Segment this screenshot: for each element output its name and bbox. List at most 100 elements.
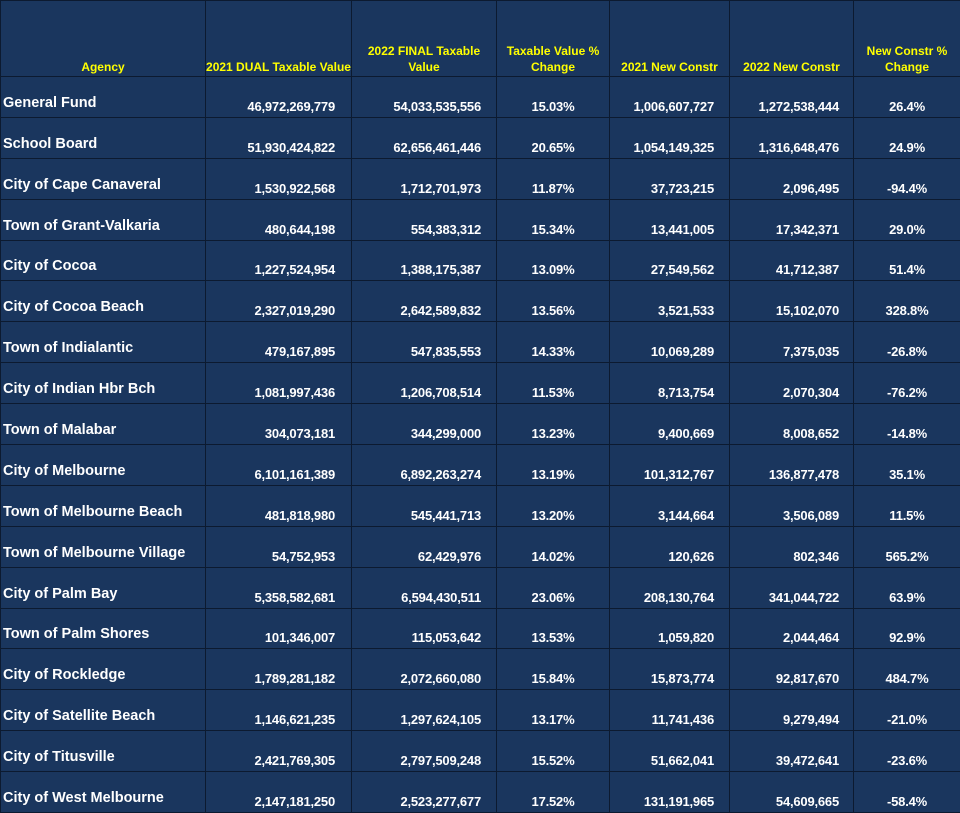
agency-cell: Town of Melbourne Village bbox=[1, 526, 206, 567]
new-constr-2021-cell: 11,741,436 bbox=[610, 690, 730, 731]
new-constr-pct-change-cell: 26.4% bbox=[854, 77, 960, 118]
new-constr-2021-cell: 9,400,669 bbox=[610, 404, 730, 445]
taxable-pct-change-cell: 15.52% bbox=[497, 731, 610, 772]
dual-taxable-value-cell: 5,358,582,681 bbox=[206, 567, 352, 608]
new-constr-2021-cell: 51,662,041 bbox=[610, 731, 730, 772]
new-constr-2022-cell: 802,346 bbox=[730, 526, 854, 567]
final-taxable-value-cell: 6,892,263,274 bbox=[352, 445, 497, 486]
agency-cell: City of Cape Canaveral bbox=[1, 158, 206, 199]
header-agency: Agency bbox=[1, 1, 206, 77]
dual-taxable-value-cell: 304,073,181 bbox=[206, 404, 352, 445]
agency-cell: City of West Melbourne bbox=[1, 772, 206, 813]
taxable-pct-change-cell: 13.17% bbox=[497, 690, 610, 731]
agency-cell: City of Rockledge bbox=[1, 649, 206, 690]
final-taxable-value-cell: 54,033,535,556 bbox=[352, 77, 497, 118]
new-constr-2021-cell: 27,549,562 bbox=[610, 240, 730, 281]
dual-taxable-value-cell: 101,346,007 bbox=[206, 608, 352, 649]
final-taxable-value-cell: 1,388,175,387 bbox=[352, 240, 497, 281]
new-constr-2021-cell: 131,191,965 bbox=[610, 772, 730, 813]
taxable-pct-change-cell: 13.53% bbox=[497, 608, 610, 649]
new-constr-2022-cell: 1,316,648,476 bbox=[730, 117, 854, 158]
new-constr-2022-cell: 341,044,722 bbox=[730, 567, 854, 608]
final-taxable-value-cell: 115,053,642 bbox=[352, 608, 497, 649]
new-constr-pct-change-cell: -23.6% bbox=[854, 731, 960, 772]
new-constr-pct-change-cell: 11.5% bbox=[854, 485, 960, 526]
new-constr-pct-change-cell: -76.2% bbox=[854, 363, 960, 404]
new-constr-2022-cell: 41,712,387 bbox=[730, 240, 854, 281]
taxable-pct-change-cell: 13.19% bbox=[497, 445, 610, 486]
header-row: Agency 2021 DUAL Taxable Value 2022 FINA… bbox=[1, 1, 960, 77]
dual-taxable-value-cell: 481,818,980 bbox=[206, 485, 352, 526]
agency-cell: Town of Malabar bbox=[1, 404, 206, 445]
new-constr-2021-cell: 101,312,767 bbox=[610, 445, 730, 486]
taxable-pct-change-cell: 13.56% bbox=[497, 281, 610, 322]
new-constr-pct-change-cell: -26.8% bbox=[854, 322, 960, 363]
final-taxable-value-cell: 2,797,509,248 bbox=[352, 731, 497, 772]
agency-cell: General Fund bbox=[1, 77, 206, 118]
agency-cell: City of Satellite Beach bbox=[1, 690, 206, 731]
taxable-pct-change-cell: 13.23% bbox=[497, 404, 610, 445]
agency-cell: School Board bbox=[1, 117, 206, 158]
new-constr-pct-change-cell: 24.9% bbox=[854, 117, 960, 158]
new-constr-pct-change-cell: 565.2% bbox=[854, 526, 960, 567]
new-constr-2021-cell: 3,521,533 bbox=[610, 281, 730, 322]
new-constr-2022-cell: 9,279,494 bbox=[730, 690, 854, 731]
final-taxable-value-cell: 2,072,660,080 bbox=[352, 649, 497, 690]
new-constr-2021-cell: 10,069,289 bbox=[610, 322, 730, 363]
taxable-pct-change-cell: 13.20% bbox=[497, 485, 610, 526]
dual-taxable-value-cell: 6,101,161,389 bbox=[206, 445, 352, 486]
new-constr-2021-cell: 37,723,215 bbox=[610, 158, 730, 199]
new-constr-2021-cell: 1,059,820 bbox=[610, 608, 730, 649]
taxable-pct-change-cell: 15.84% bbox=[497, 649, 610, 690]
new-constr-pct-change-cell: 51.4% bbox=[854, 240, 960, 281]
header-2021-dual-taxable-value: 2021 DUAL Taxable Value bbox=[206, 1, 352, 77]
new-constr-pct-change-cell: -14.8% bbox=[854, 404, 960, 445]
taxable-pct-change-cell: 11.87% bbox=[497, 158, 610, 199]
final-taxable-value-cell: 62,429,976 bbox=[352, 526, 497, 567]
final-taxable-value-cell: 6,594,430,511 bbox=[352, 567, 497, 608]
taxable-pct-change-cell: 15.03% bbox=[497, 77, 610, 118]
new-constr-pct-change-cell: 92.9% bbox=[854, 608, 960, 649]
dual-taxable-value-cell: 2,327,019,290 bbox=[206, 281, 352, 322]
final-taxable-value-cell: 2,523,277,677 bbox=[352, 772, 497, 813]
taxable-pct-change-cell: 20.65% bbox=[497, 117, 610, 158]
new-constr-pct-change-cell: 63.9% bbox=[854, 567, 960, 608]
agency-cell: Town of Palm Shores bbox=[1, 608, 206, 649]
new-constr-pct-change-cell: 484.7% bbox=[854, 649, 960, 690]
new-constr-2021-cell: 3,144,664 bbox=[610, 485, 730, 526]
agency-cell: City of Cocoa bbox=[1, 240, 206, 281]
taxable-pct-change-cell: 13.09% bbox=[497, 240, 610, 281]
agency-cell: City of Melbourne bbox=[1, 445, 206, 486]
dual-taxable-value-cell: 2,147,181,250 bbox=[206, 772, 352, 813]
header-taxable-value-pct-change: Taxable Value % Change bbox=[497, 1, 610, 77]
dual-taxable-value-cell: 480,644,198 bbox=[206, 199, 352, 240]
new-constr-pct-change-cell: -21.0% bbox=[854, 690, 960, 731]
new-constr-pct-change-cell: -94.4% bbox=[854, 158, 960, 199]
new-constr-2022-cell: 2,096,495 bbox=[730, 158, 854, 199]
agency-cell: City of Titusville bbox=[1, 731, 206, 772]
taxable-pct-change-cell: 14.33% bbox=[497, 322, 610, 363]
new-constr-2022-cell: 3,506,089 bbox=[730, 485, 854, 526]
dual-taxable-value-cell: 46,972,269,779 bbox=[206, 77, 352, 118]
header-new-constr-pct-change: New Constr % Change bbox=[854, 1, 960, 77]
agency-cell: City of Palm Bay bbox=[1, 567, 206, 608]
new-constr-pct-change-cell: 328.8% bbox=[854, 281, 960, 322]
new-constr-2022-cell: 136,877,478 bbox=[730, 445, 854, 486]
new-constr-2022-cell: 92,817,670 bbox=[730, 649, 854, 690]
new-constr-2022-cell: 39,472,641 bbox=[730, 731, 854, 772]
final-taxable-value-cell: 1,297,624,105 bbox=[352, 690, 497, 731]
dual-taxable-value-cell: 1,227,524,954 bbox=[206, 240, 352, 281]
new-constr-2021-cell: 1,006,607,727 bbox=[610, 77, 730, 118]
new-constr-2022-cell: 1,272,538,444 bbox=[730, 77, 854, 118]
dual-taxable-value-cell: 1,081,997,436 bbox=[206, 363, 352, 404]
